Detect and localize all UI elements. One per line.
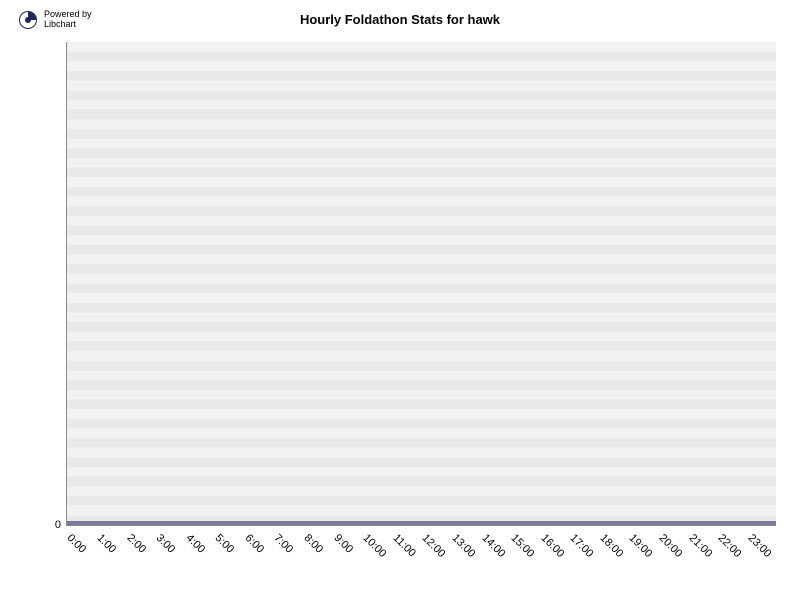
chart-title: Hourly Foldathon Stats for hawk (0, 12, 800, 27)
x-tick-label: 8:00 (302, 532, 326, 556)
x-axis-labels: 0:001:002:003:004:005:006:007:008:009:00… (66, 526, 776, 600)
x-tick-label: 5:00 (213, 532, 237, 556)
x-tick-label: 18:00 (597, 532, 625, 560)
plot-area: 0 (66, 42, 776, 526)
x-tick-label: 23:00 (745, 532, 773, 560)
x-tick-label: 14:00 (479, 532, 507, 560)
x-tick-label: 12:00 (420, 532, 448, 560)
x-tick-label: 11:00 (390, 532, 417, 559)
x-tick-label: 15:00 (509, 532, 537, 560)
x-tick-label: 16:00 (538, 532, 566, 560)
x-tick-label: 3:00 (154, 532, 178, 556)
x-tick-label: 6:00 (242, 532, 266, 556)
x-tick-label: 1:00 (94, 532, 118, 556)
plot-background (67, 42, 776, 525)
x-tick-label: 0:00 (65, 532, 89, 556)
x-tick-label: 4:00 (183, 532, 207, 556)
x-tick-label: 13:00 (449, 532, 477, 560)
x-tick-label: 19:00 (627, 532, 655, 560)
x-tick-label: 20:00 (657, 532, 685, 560)
x-tick-label: 2:00 (124, 532, 148, 556)
x-tick-label: 10:00 (361, 532, 389, 560)
x-tick-label: 21:00 (686, 532, 714, 560)
x-tick-label: 22:00 (716, 532, 744, 560)
x-tick-label: 17:00 (568, 532, 596, 560)
y-tick-label: 0 (55, 519, 61, 531)
x-tick-label: 9:00 (331, 532, 355, 556)
x-tick-label: 7:00 (272, 532, 296, 556)
chart-baseline (67, 521, 776, 525)
